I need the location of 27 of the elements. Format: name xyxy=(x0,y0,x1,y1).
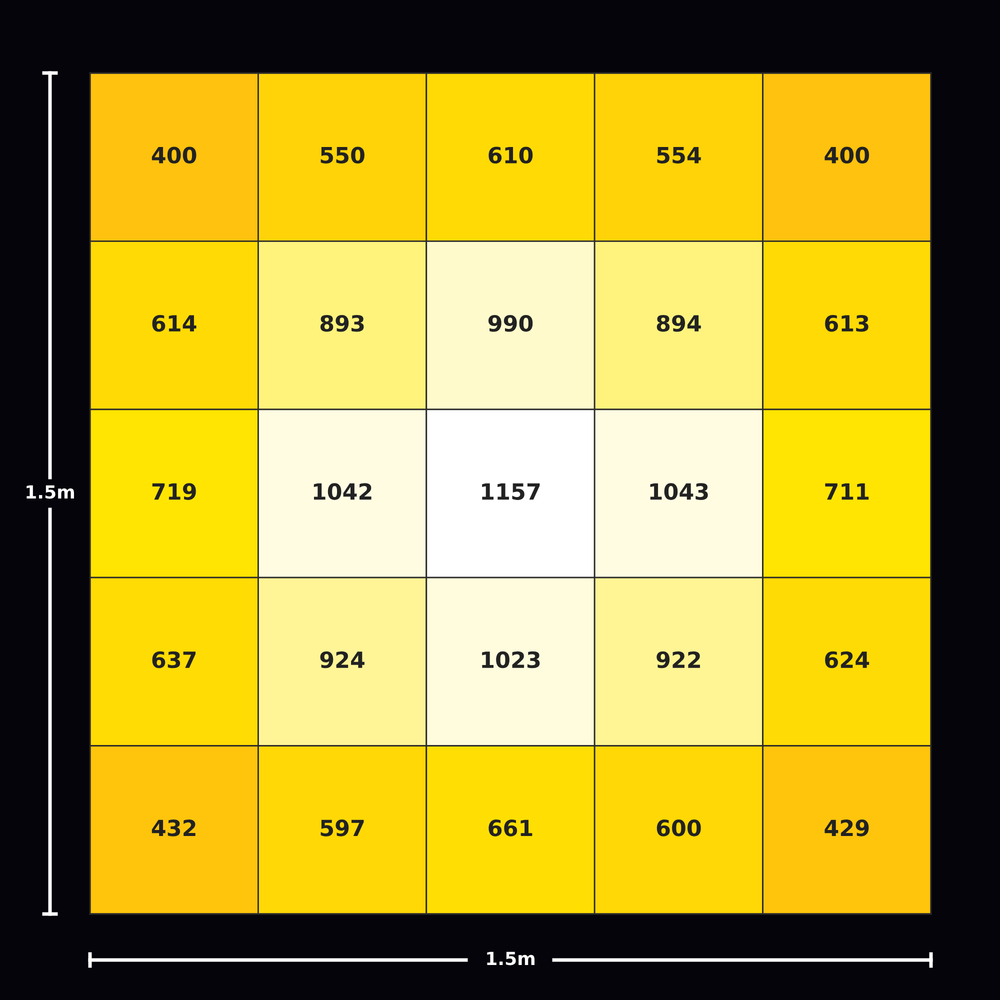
data-label: 400 xyxy=(824,146,870,164)
data-label: 637 xyxy=(152,651,196,668)
data-label: 893 xyxy=(320,314,364,332)
data-label: 610 xyxy=(488,146,533,164)
data-label: 600 xyxy=(656,820,701,836)
data-label: 550 xyxy=(320,146,364,164)
data-label: 719 xyxy=(152,483,196,500)
data-label: 432 xyxy=(152,820,196,836)
data-label: 597 xyxy=(320,820,364,836)
data-label: 1023 xyxy=(482,651,540,668)
data-label: 894 xyxy=(656,314,701,332)
y-axis-title: 1.5m xyxy=(26,485,74,499)
data-label: 613 xyxy=(825,314,868,332)
data-label: 554 xyxy=(657,147,701,164)
data-label: 1042 xyxy=(314,483,372,500)
data-label: 614 xyxy=(152,314,196,332)
data-label: 1157 xyxy=(482,483,540,500)
data-label: 661 xyxy=(488,820,532,836)
data-label: 624 xyxy=(825,651,870,668)
data-label: 922 xyxy=(656,651,700,668)
data-label: 924 xyxy=(320,651,364,668)
data-label: 1043 xyxy=(650,483,708,500)
x-axis-title: 1.5m xyxy=(487,952,534,966)
data-label: 711 xyxy=(825,483,869,500)
data-label: 429 xyxy=(824,820,869,836)
data-label: 990 xyxy=(488,314,533,332)
data-label: 400 xyxy=(152,146,196,164)
